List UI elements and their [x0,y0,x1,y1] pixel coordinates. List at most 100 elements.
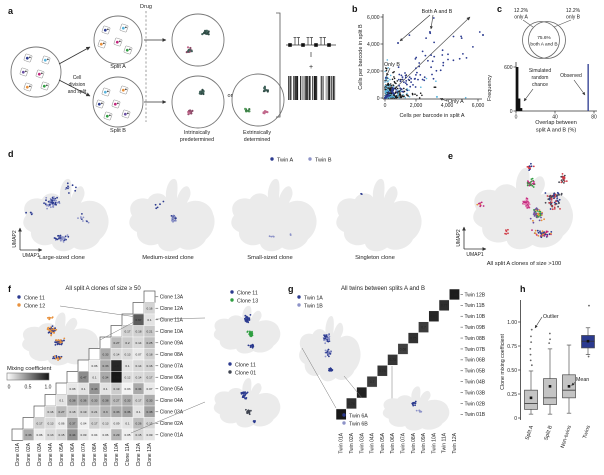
matrix-cell-value: 0.67 [135,318,141,322]
cell-barcode-dot [103,90,107,94]
scatter-point-black [384,67,387,69]
umap-point [562,179,565,182]
matrix-cell-value: 0.17 [124,329,130,333]
twin-col-label: Twin 06A [390,432,396,453]
umap-point [539,230,541,233]
umap-point [325,334,328,337]
barcode-line [296,76,299,100]
matrix-cell-value: 0.19 [113,387,119,391]
cell-icon [111,99,121,109]
barcode-line [288,76,290,100]
scatter-point-black [416,94,418,97]
umap-point [49,317,52,319]
twin-col-label: Twin 09A [421,432,427,453]
scatter-point-black [393,80,396,83]
scatter-point-navy [421,50,424,53]
matrix-cell-value: 0.1 [125,421,130,425]
umap-silhouette [473,167,574,250]
cell-barcode-dot [123,112,127,116]
scatter-point-navy [447,53,449,56]
matrix-cell-value: 0.34 [135,387,141,391]
scatter-point-cyan [386,59,389,61]
umap-point [244,314,247,317]
h-y-label: Clone mixing coefficient [500,334,506,390]
twin-row-label: Twin 08B [465,336,486,342]
scatter-point-navy [390,90,393,92]
umap-point [534,229,537,232]
venn-only-b-pct: 12.2% [566,8,581,14]
panel-d: d Twin A Twin B Large-sized clone Medium… [8,149,422,261]
twin-matrix-cell [428,310,440,322]
scatter-point-navy [441,54,444,56]
matrix-cell-value: 0.3 [103,410,108,414]
matrix-diagonal-box [77,359,90,372]
matrix-cell-value: 0.14 [113,352,119,356]
scatter-point-cyan [397,92,400,94]
venn-circle-a [522,21,560,59]
scatter-point-navy [441,49,444,52]
twin1b-legend-label: Twin 1B [304,304,323,310]
matrix-cell-value: 0.09 [80,433,86,437]
umap-point [63,337,66,340]
matrix-cell-value: 0.27 [113,341,119,345]
umap-point [249,331,252,333]
twin-a-legend-label: Twin A [277,158,294,164]
plus-sign: + [309,64,313,71]
barcode-line [293,76,295,100]
umap-point [246,331,249,333]
scatter-point-navy [406,83,408,86]
matrix-cell-value: 0.9 [114,364,119,368]
pool-circle [10,46,62,98]
umap-point [563,182,565,184]
umap-point [327,334,330,336]
histogram-bar [516,67,519,111]
scatter-point-navy [407,78,410,81]
twin-col-label: Twin 12A [452,432,458,453]
umap-point [476,203,479,206]
umap-point [30,213,33,216]
matrix-cell-value: 0.08 [69,387,75,391]
umap-point [171,217,174,220]
barcode-line [312,76,314,100]
matrix-row-label: Clone 05A [160,387,184,393]
panel-a-letter: a [8,6,14,16]
scatter-point-navy [412,84,414,86]
umap-point [202,32,206,35]
umap-point [324,355,327,358]
umap-point [175,217,177,220]
matrix-row-label: Clone 01A [160,433,184,439]
umap-point [244,318,247,321]
umap-point [240,392,243,394]
matrix-cell-value: 0.13 [124,352,130,356]
scatter-point-cyan [388,97,391,99]
f-umap-main [22,312,99,366]
umap-point [551,208,554,211]
barcode-line [301,76,303,100]
matrix-cell-value: 0.21 [91,410,97,414]
cell-barcode-dot [115,40,119,44]
scatter-point-black [395,86,398,88]
twin6b-legend-dot [342,421,346,425]
barcode-line [322,76,324,100]
scatter-point-cyan [384,70,386,73]
cell-nucleus-dot [107,28,109,31]
umap-point [557,200,560,203]
h-y-tick-label: 0.50 [507,368,517,374]
umap-point [324,349,327,352]
scatter-point-black [393,76,395,78]
outlier-point [549,338,551,341]
umap-point [532,219,534,222]
c-x-tick-label: 40 [552,115,558,121]
c-y-label: Frequency [487,75,493,101]
matrix-cell-value: 0.13 [47,421,53,425]
umap-point [43,202,45,205]
scatter-point-black [401,95,403,97]
umap-point [244,391,247,394]
umap-point [558,193,560,196]
umap-point [248,108,251,111]
umap-point [530,178,533,181]
umap-point [507,232,509,235]
umap-point [328,339,330,341]
umap-point [329,370,331,372]
